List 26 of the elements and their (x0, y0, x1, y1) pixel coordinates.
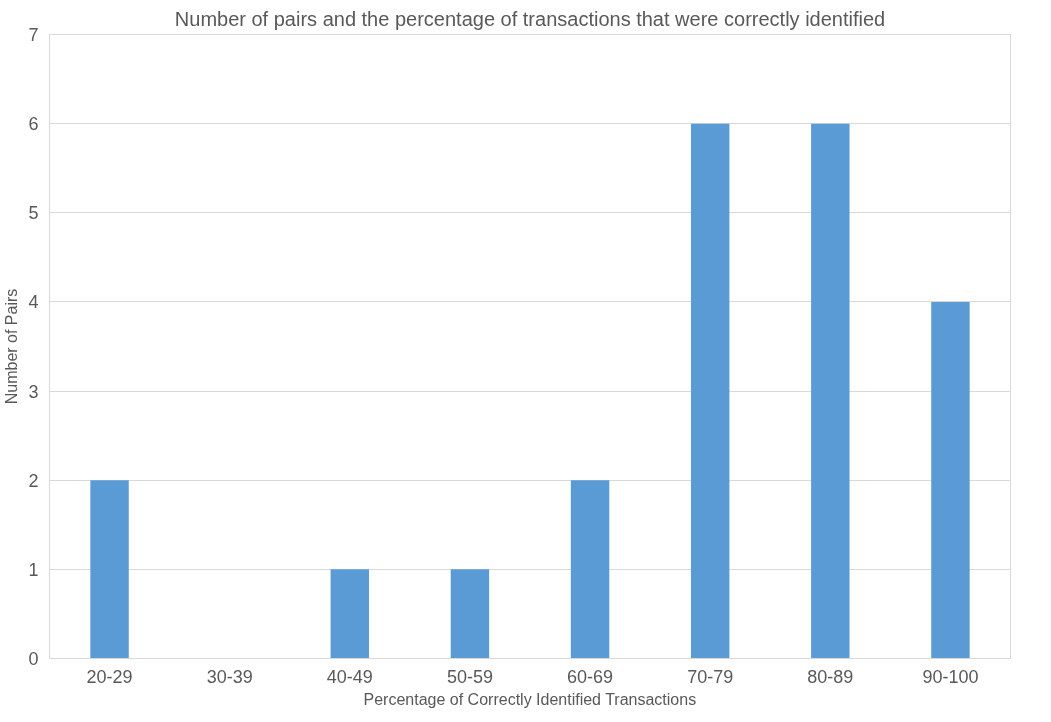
bar (811, 123, 850, 659)
x-tick-label: 50-59 (446, 666, 493, 687)
x-tick-label: 20-29 (86, 666, 133, 687)
y-axis-title: Number of Pairs (3, 288, 21, 405)
x-tick-label: 90-100 (922, 666, 979, 687)
y-tick-label: 6 (28, 114, 39, 135)
y-tick-label: 4 (28, 292, 39, 313)
x-tick-label: 30-39 (206, 666, 253, 687)
bar (690, 123, 730, 659)
x-tick-label: 80-89 (807, 666, 854, 687)
y-tick-label: 7 (28, 25, 39, 45)
x-tick-label: 40-49 (326, 666, 373, 687)
y-tick-label: 0 (28, 649, 39, 669)
y-tick-label: 2 (28, 470, 39, 491)
bar (330, 569, 370, 659)
bar (450, 569, 490, 659)
x-tick-label: 60-69 (567, 666, 614, 687)
bar (931, 301, 970, 659)
x-tick-label: 70-79 (687, 666, 734, 687)
y-tick-label: 1 (28, 559, 39, 580)
y-tick-label: 3 (28, 381, 39, 402)
bar (90, 480, 129, 659)
bar (570, 480, 610, 659)
x-axis-title: Percentage of Correctly Identified Transactions (363, 690, 697, 708)
chart-title: Number of pairs and the percentage of transactions that were correctly identified (174, 7, 886, 30)
y-tick-label: 5 (28, 203, 39, 224)
